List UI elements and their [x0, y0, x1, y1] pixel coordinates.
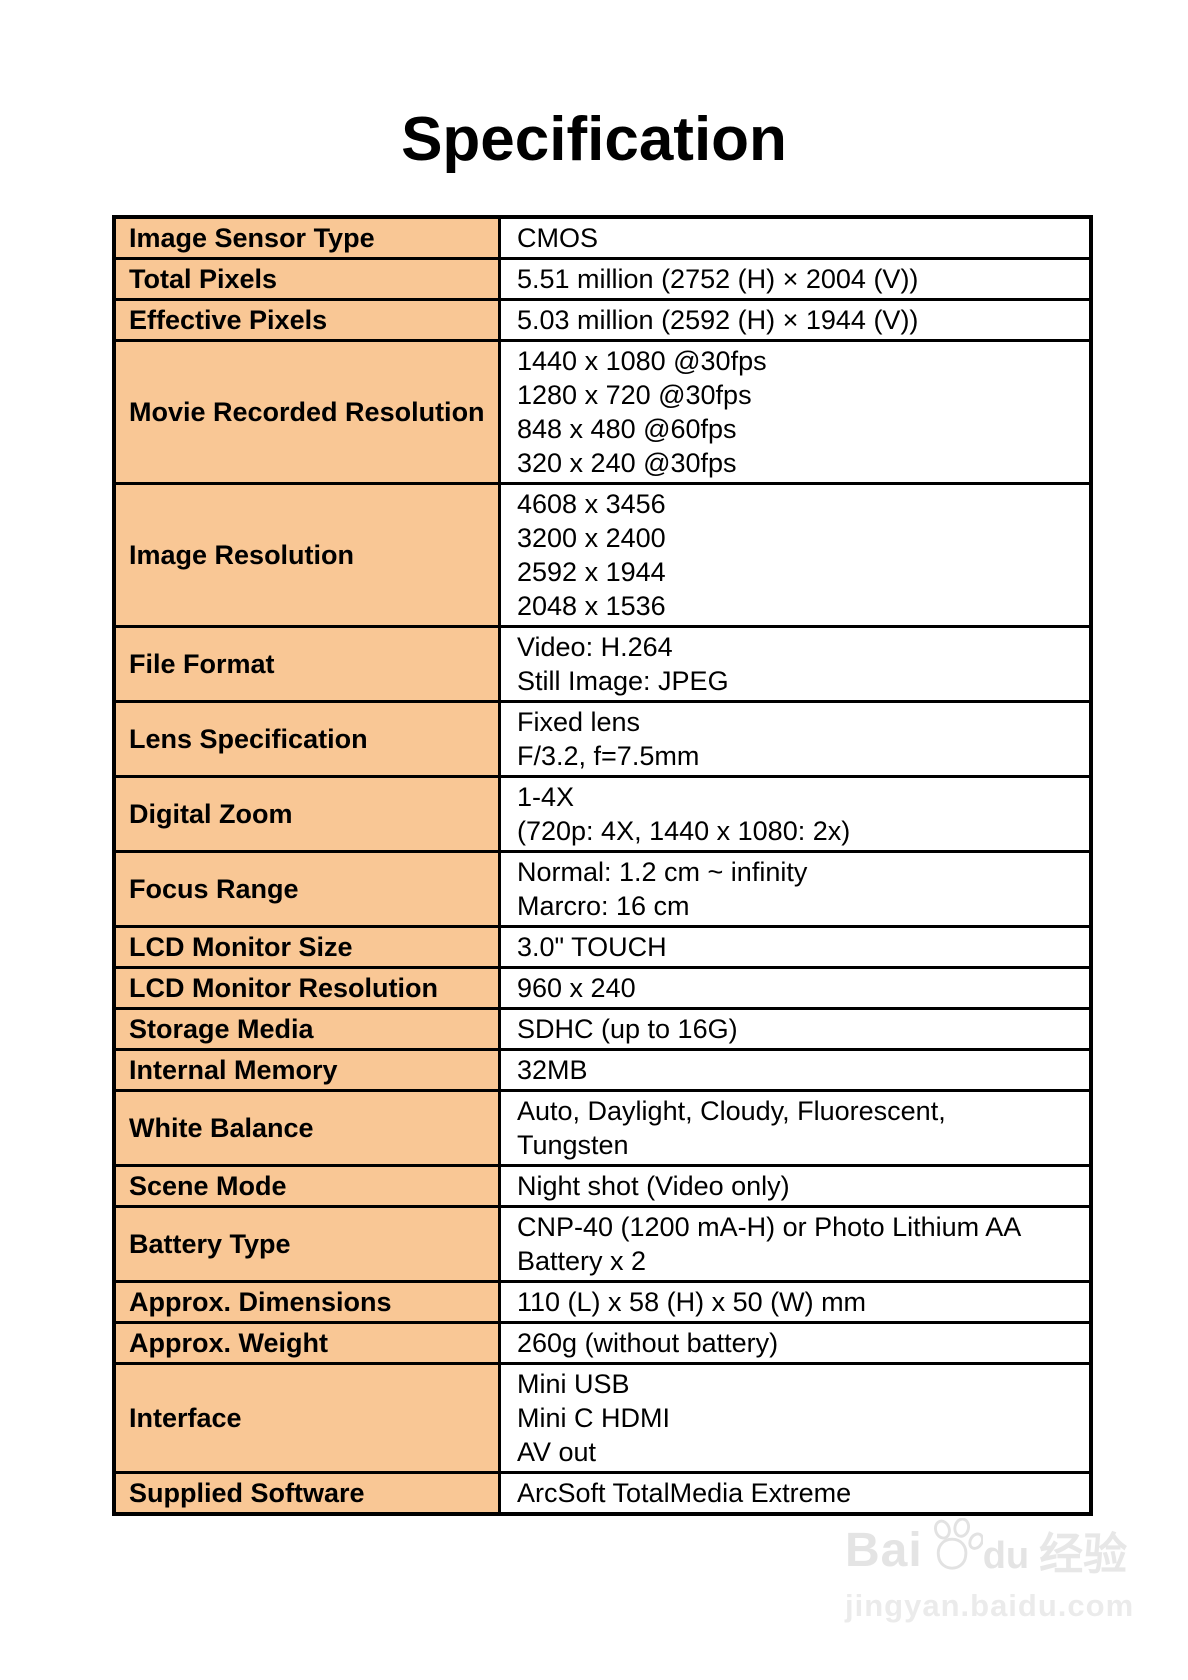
- row-value: 960 x 240: [498, 966, 1093, 1010]
- table-row: File Format Video: H.264 Still Image: JP…: [112, 625, 1093, 703]
- table-row: LCD Monitor Size 3.0" TOUCH: [112, 925, 1093, 969]
- row-label: Digital Zoom: [112, 775, 501, 853]
- table-row: Focus Range Normal: 1.2 cm ~ infinity Ma…: [112, 850, 1093, 928]
- row-label: Image Sensor Type: [112, 215, 501, 260]
- table-row: LCD Monitor Resolution 960 x 240: [112, 966, 1093, 1010]
- row-value: 5.51 million (2752 (H) × 2004 (V)): [498, 257, 1093, 301]
- row-label: Total Pixels: [112, 257, 501, 301]
- baidu-logo-text-cn: 经验: [1039, 1530, 1128, 1579]
- row-value: 4608 x 3456 3200 x 2400 2592 x 1944 2048…: [498, 482, 1093, 628]
- row-value: 110 (L) x 58 (H) x 50 (W) mm: [498, 1280, 1093, 1324]
- table-row: Internal Memory 32MB: [112, 1048, 1093, 1092]
- watermark-url: jingyan.baidu.com: [845, 1588, 1135, 1623]
- row-label: Supplied Software: [112, 1471, 501, 1516]
- baidu-logo: Bai du 经验: [845, 1518, 1145, 1582]
- table-row: Lens Specification Fixed lens F/3.2, f=7…: [112, 700, 1093, 778]
- table-row: Approx. Dimensions 110 (L) x 58 (H) x 50…: [112, 1280, 1093, 1324]
- row-value: Auto, Daylight, Cloudy, Fluorescent, Tun…: [498, 1089, 1093, 1167]
- row-value: Night shot (Video only): [498, 1164, 1093, 1208]
- spec-table: Image Sensor Type CMOS Total Pixels 5.51…: [112, 215, 1093, 1516]
- row-label: Approx. Dimensions: [112, 1280, 501, 1324]
- row-value: Normal: 1.2 cm ~ infinity Marcro: 16 cm: [498, 850, 1093, 928]
- row-label: Storage Media: [112, 1007, 501, 1051]
- table-row: Scene Mode Night shot (Video only): [112, 1164, 1093, 1208]
- row-label: Approx. Weight: [112, 1321, 501, 1365]
- table-row: Image Sensor Type CMOS: [112, 215, 1093, 260]
- row-label: Battery Type: [112, 1205, 501, 1283]
- row-label: Movie Recorded Resolution: [112, 339, 501, 485]
- row-value: SDHC (up to 16G): [498, 1007, 1093, 1051]
- paw-icon: [933, 1518, 983, 1570]
- baidu-logo-text-du: du: [982, 1534, 1030, 1577]
- row-value: 32MB: [498, 1048, 1093, 1092]
- row-value: CMOS: [498, 215, 1093, 260]
- row-value: ArcSoft TotalMedia Extreme: [498, 1471, 1093, 1516]
- row-label: LCD Monitor Resolution: [112, 966, 501, 1010]
- page-title: Specification: [401, 105, 787, 174]
- table-row: Supplied Software ArcSoft TotalMedia Ext…: [112, 1471, 1093, 1516]
- row-label: Lens Specification: [112, 700, 501, 778]
- table-row: White Balance Auto, Daylight, Cloudy, Fl…: [112, 1089, 1093, 1167]
- row-value: 5.03 million (2592 (H) × 1944 (V)): [498, 298, 1093, 342]
- row-value: Mini USB Mini C HDMI AV out: [498, 1362, 1093, 1474]
- table-row: Movie Recorded Resolution 1440 x 1080 @3…: [112, 339, 1093, 485]
- watermark: Bai du 经验 jingyan.baidu.com: [845, 1518, 1145, 1624]
- row-value: 1440 x 1080 @30fps 1280 x 720 @30fps 848…: [498, 339, 1093, 485]
- table-row: Effective Pixels 5.03 million (2592 (H) …: [112, 298, 1093, 342]
- table-row: Total Pixels 5.51 million (2752 (H) × 20…: [112, 257, 1093, 301]
- spec-table-body: Image Sensor Type CMOS Total Pixels 5.51…: [112, 215, 1093, 1516]
- row-label: LCD Monitor Size: [112, 925, 501, 969]
- row-label: Interface: [112, 1362, 501, 1474]
- row-value: Video: H.264 Still Image: JPEG: [498, 625, 1093, 703]
- row-label: White Balance: [112, 1089, 501, 1167]
- table-row: Approx. Weight 260g (without battery): [112, 1321, 1093, 1365]
- table-row: Interface Mini USB Mini C HDMI AV out: [112, 1362, 1093, 1474]
- row-value: 260g (without battery): [498, 1321, 1093, 1365]
- row-label: Image Resolution: [112, 482, 501, 628]
- table-row: Battery Type CNP-40 (1200 mA-H) or Photo…: [112, 1205, 1093, 1283]
- table-row: Digital Zoom 1-4X (720p: 4X, 1440 x 1080…: [112, 775, 1093, 853]
- row-value: Fixed lens F/3.2, f=7.5mm: [498, 700, 1093, 778]
- baidu-logo-text-bai: Bai: [845, 1523, 923, 1577]
- row-value: CNP-40 (1200 mA-H) or Photo Lithium AA B…: [498, 1205, 1093, 1283]
- row-label: File Format: [112, 625, 501, 703]
- row-label: Scene Mode: [112, 1164, 501, 1208]
- row-value: 3.0" TOUCH: [498, 925, 1093, 969]
- row-label: Internal Memory: [112, 1048, 501, 1092]
- table-row: Storage Media SDHC (up to 16G): [112, 1007, 1093, 1051]
- table-row: Image Resolution 4608 x 3456 3200 x 2400…: [112, 482, 1093, 628]
- row-label: Effective Pixels: [112, 298, 501, 342]
- row-label: Focus Range: [112, 850, 501, 928]
- row-value: 1-4X (720p: 4X, 1440 x 1080: 2x): [498, 775, 1093, 853]
